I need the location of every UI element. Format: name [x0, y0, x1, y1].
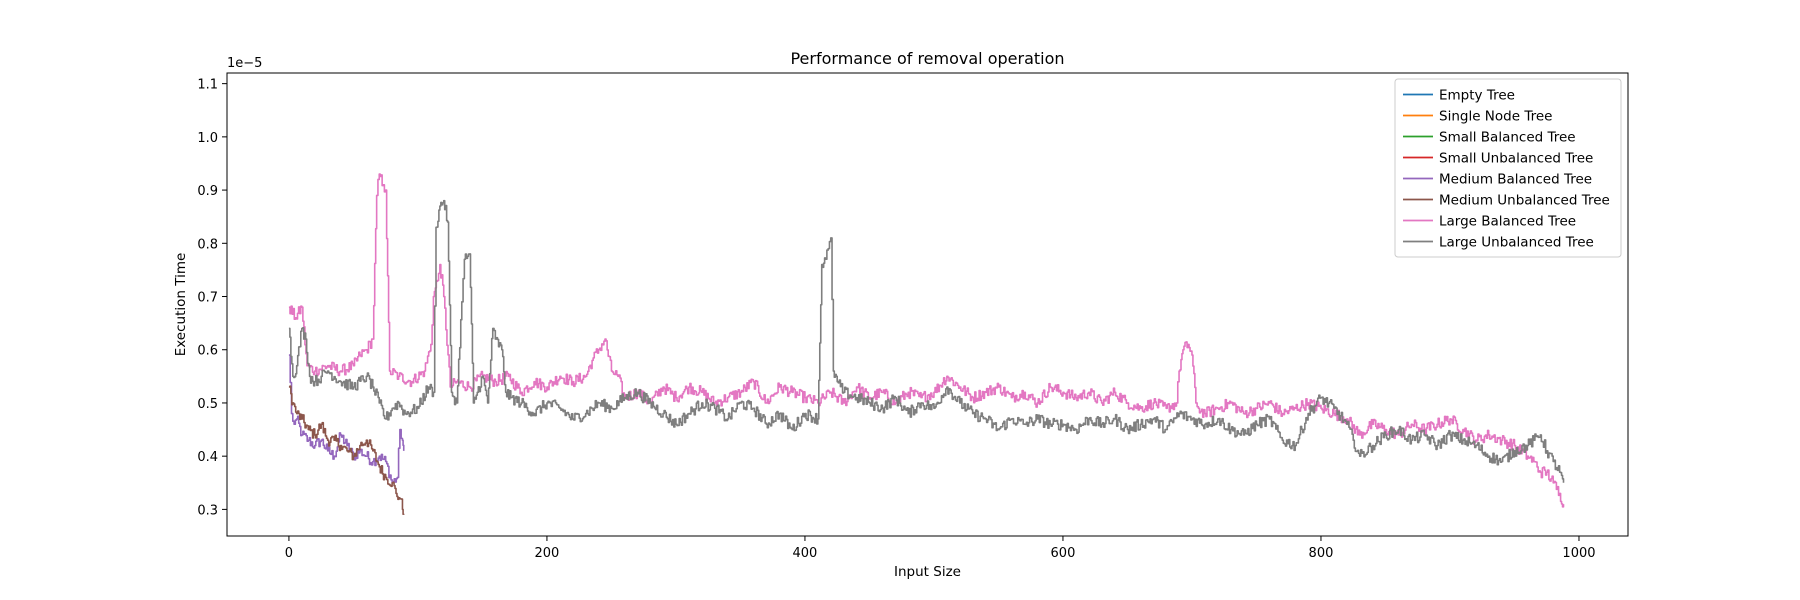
legend-entry-label: Medium Balanced Tree [1439, 172, 1592, 188]
x-tick-label: 200 [535, 546, 560, 561]
legend-entry-label: Small Balanced Tree [1439, 130, 1576, 146]
legend-entry-label: Single Node Tree [1439, 109, 1552, 125]
legend: Empty Tree Single Node Tree Small Balanced… [1394, 78, 1622, 258]
legend-entry-label: Empty Tree [1439, 88, 1515, 104]
legend-entry-label: Large Balanced Tree [1439, 214, 1576, 230]
y-axis: 0.3 0.4 0.5 0.6 0.7 0.8 0.9 1.0 1.1 [197, 78, 227, 518]
x-axis: 0 200 400 600 800 1000 [285, 536, 1596, 561]
series-layer [288, 173, 1565, 516]
y-tick-label: 0.4 [197, 450, 218, 465]
y-tick-label: 0.6 [197, 344, 218, 359]
y-tick-label: 1.0 [197, 131, 218, 146]
y-tick-label: 1.1 [197, 78, 218, 93]
legend-entry-label: Large Unbalanced Tree [1439, 235, 1594, 251]
series-line-medium-balanced-tree [288, 354, 405, 484]
y-tick-label: 0.7 [197, 291, 218, 306]
x-tick-label: 600 [1051, 546, 1076, 561]
series-line-large-unbalanced-tree [288, 199, 1565, 483]
y-axis-offset-text: 1e−5 [227, 56, 262, 71]
legend-entry-label: Medium Unbalanced Tree [1439, 193, 1610, 209]
x-tick-label: 400 [793, 546, 818, 561]
y-axis-label: Execution Time [173, 253, 189, 357]
y-tick-label: 0.9 [197, 184, 218, 199]
series-line-medium-unbalanced-tree [288, 385, 405, 516]
y-tick-label: 0.3 [197, 503, 218, 518]
legend-entry-label: Small Unbalanced Tree [1439, 151, 1593, 167]
y-tick-label: 0.5 [197, 397, 218, 412]
y-tick-label: 0.8 [197, 237, 218, 252]
chart-title: Performance of removal operation [790, 49, 1064, 68]
series-line-large-balanced-tree [288, 173, 1565, 508]
x-tick-label: 1000 [1562, 546, 1595, 561]
legend-box [1394, 78, 1622, 258]
x-axis-label: Input Size [894, 564, 961, 580]
x-tick-label: 0 [285, 546, 293, 561]
plot-frame [226, 72, 1629, 537]
x-tick-label: 800 [1309, 546, 1334, 561]
